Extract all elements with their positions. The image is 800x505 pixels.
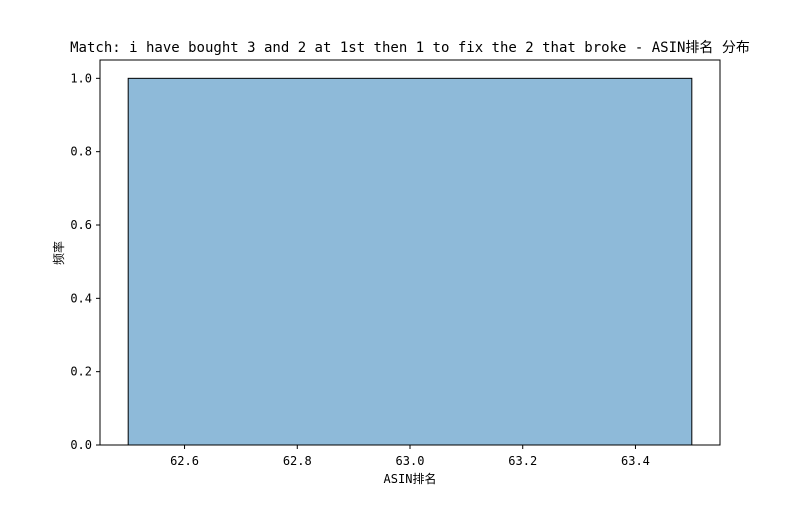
x-tick-label: 63.4 — [621, 454, 650, 468]
y-tick-label: 0.6 — [70, 218, 92, 232]
y-tick-label: 0.2 — [70, 365, 92, 379]
chart-title: Match: i have bought 3 and 2 at 1st then… — [70, 40, 750, 56]
x-tick-label: 62.6 — [170, 454, 199, 468]
x-axis-label: ASIN排名 — [384, 471, 437, 486]
y-tick-label: 0.4 — [70, 291, 92, 305]
bars-layer — [127, 77, 693, 446]
x-axis-ticks: 62.6 62.8 63.0 63.2 63.4 — [170, 445, 650, 468]
x-tick-label: 63.2 — [508, 454, 537, 468]
histogram-bar — [127, 77, 693, 446]
y-tick-label: 0.0 — [70, 438, 92, 452]
x-tick-label: 62.8 — [283, 454, 312, 468]
y-axis-ticks: 0.0 0.2 0.4 0.6 0.8 1.0 — [70, 71, 100, 452]
x-tick-label: 63.0 — [396, 454, 425, 468]
y-axis-label: 频率 — [51, 241, 66, 265]
y-tick-label: 0.8 — [70, 145, 92, 159]
y-tick-label: 1.0 — [70, 71, 92, 85]
